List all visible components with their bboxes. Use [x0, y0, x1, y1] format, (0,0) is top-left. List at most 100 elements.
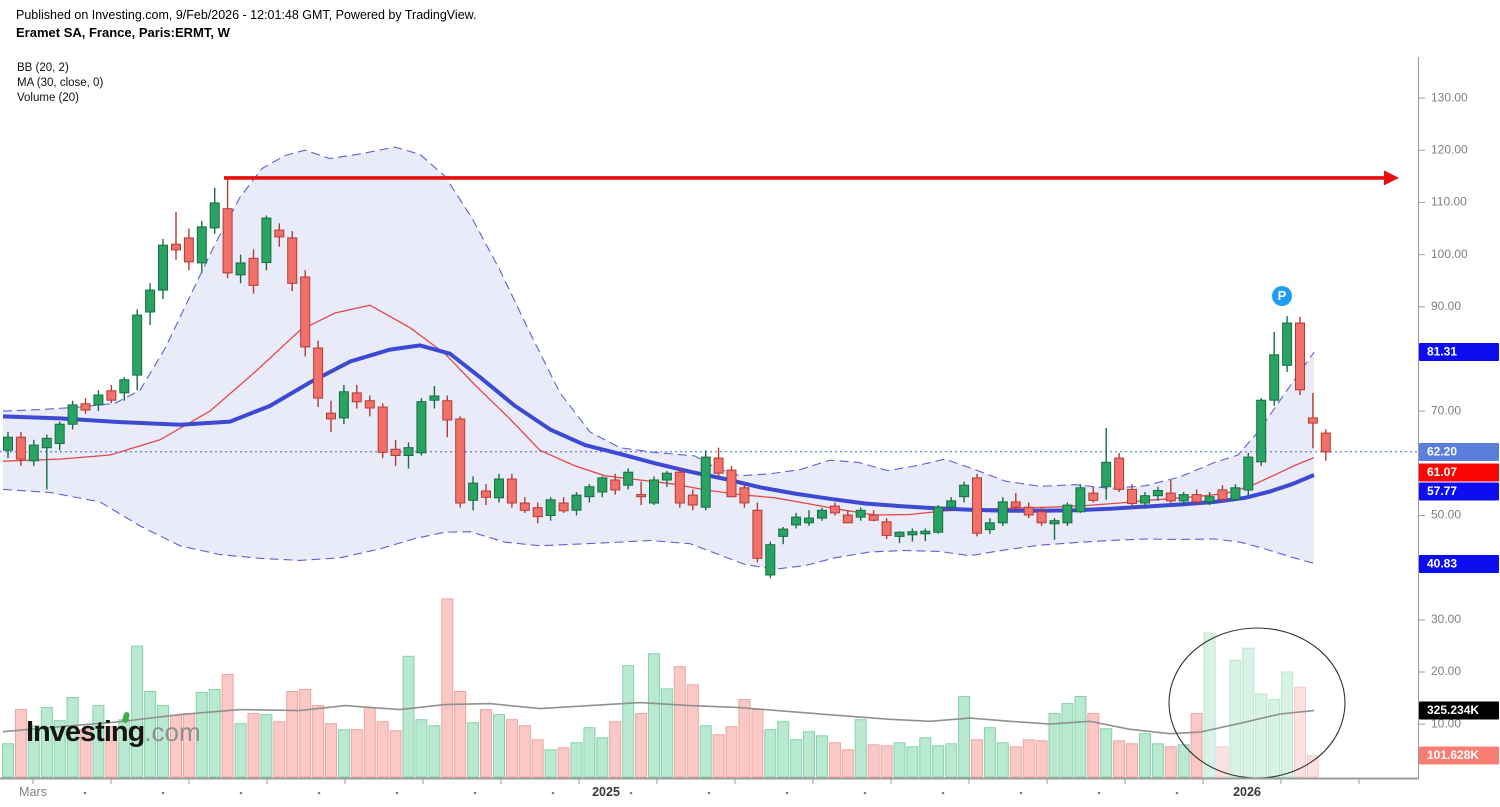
x-month-dot	[551, 791, 555, 795]
candle-body	[868, 514, 879, 521]
y-tick-label: 20.00	[1431, 664, 1461, 678]
candle-body	[1204, 496, 1215, 503]
candle-body	[1036, 511, 1047, 524]
y-tick-label: 70.00	[1431, 403, 1461, 417]
candle-body	[1101, 461, 1112, 488]
volume-bar	[376, 721, 389, 778]
y-tick-label: 10.00	[1431, 716, 1461, 730]
candle-body	[1075, 487, 1086, 513]
volume-bar	[1035, 740, 1048, 778]
volume-bar	[660, 688, 673, 778]
candle-body	[248, 257, 259, 286]
candle-body	[313, 347, 324, 399]
volume-bar	[712, 734, 725, 778]
candle-body	[1230, 487, 1241, 500]
candle-body	[93, 394, 104, 406]
volume-bar	[557, 747, 570, 778]
candle-body	[829, 505, 840, 514]
volume-bar	[337, 729, 350, 778]
candle-body	[545, 499, 556, 516]
candle-body	[842, 514, 853, 524]
volume-bar	[958, 696, 971, 778]
volume-bar	[1281, 671, 1294, 778]
candle-body	[351, 392, 362, 403]
volume-bar	[66, 697, 79, 778]
investing-logo-suffix: .com	[144, 717, 201, 747]
candle-body	[804, 517, 814, 524]
volume-bar	[1242, 647, 1255, 778]
candle-body	[1062, 504, 1073, 524]
volume-indicator-label: Volume (20)	[17, 92, 80, 104]
indicator-legend: BB (20, 2) MA (30, close, 0) Volume (20)	[17, 61, 103, 106]
candle-body	[1269, 354, 1280, 401]
candle-body	[106, 390, 117, 401]
y-tick-label: 100.00	[1431, 247, 1468, 261]
candle-body	[209, 202, 220, 229]
candle-body	[532, 507, 543, 518]
price-label-value: 101.628K	[1427, 748, 1479, 762]
volume-bar	[493, 714, 505, 778]
candle-body	[726, 469, 737, 498]
y-tick-label: 90.00	[1431, 299, 1461, 313]
volume-bar	[854, 719, 867, 778]
candle-body	[739, 487, 750, 504]
candle-body	[1010, 501, 1021, 508]
volume-bar	[790, 739, 803, 778]
candle-body	[80, 403, 91, 411]
ma-indicator-label: MA (30, close, 0)	[17, 77, 104, 89]
candle-body	[817, 509, 827, 519]
volume-bar	[1139, 733, 1151, 778]
candle-body	[907, 531, 918, 536]
bb-band-fill	[3, 147, 1314, 570]
price-label-value: 61.07	[1427, 465, 1457, 479]
volume-bar	[467, 722, 480, 778]
volume-bar	[893, 742, 906, 778]
volume-bar	[751, 709, 764, 778]
candle-body	[791, 516, 802, 526]
volume-bar	[544, 749, 557, 778]
candle-body	[984, 522, 995, 531]
candle-body	[326, 412, 336, 420]
volume-bar	[1113, 740, 1126, 778]
x-axis-label: 2025	[592, 785, 620, 799]
candle-body	[364, 400, 375, 409]
x-axis-ticks: Mars 2025 2026	[19, 779, 1360, 799]
volume-bar	[234, 723, 247, 778]
trend-arrow-head	[1384, 170, 1399, 186]
x-month-dot	[83, 791, 87, 795]
volume-bar	[131, 645, 144, 778]
candle-body	[778, 528, 789, 537]
x-month-dot	[395, 791, 399, 795]
candle-body	[28, 444, 39, 462]
candle-body	[222, 208, 233, 274]
candle-body	[661, 472, 672, 481]
volume-bar	[79, 729, 92, 778]
candle-body	[1114, 457, 1125, 490]
volume-bar	[389, 730, 402, 778]
candle-body	[416, 401, 427, 454]
volume-bar	[428, 725, 441, 778]
candle-body	[1295, 322, 1305, 391]
x-month-dot	[1019, 791, 1023, 795]
volume-bar	[1100, 728, 1113, 778]
volume-bar	[1203, 632, 1216, 778]
volume-bar	[441, 598, 454, 778]
x-month-dot	[239, 791, 243, 795]
volume-bar	[764, 729, 777, 778]
volume-bar	[2, 743, 14, 778]
volume-bar	[1164, 746, 1177, 778]
candle-body	[1140, 495, 1150, 504]
candle-body	[158, 244, 168, 291]
volume-bar	[1255, 693, 1268, 778]
volume-bar	[363, 707, 376, 778]
candle-body	[584, 486, 595, 498]
volume-bar	[1268, 699, 1281, 778]
volume-bar	[221, 673, 234, 778]
price-label-value: 62.20	[1427, 445, 1457, 459]
candle-body	[196, 226, 207, 264]
volume-bar	[1216, 746, 1229, 778]
candle-body	[610, 479, 621, 491]
bb-indicator-label: BB (20, 2)	[17, 62, 69, 74]
candle-body	[1127, 488, 1137, 504]
candle-body	[752, 509, 763, 559]
